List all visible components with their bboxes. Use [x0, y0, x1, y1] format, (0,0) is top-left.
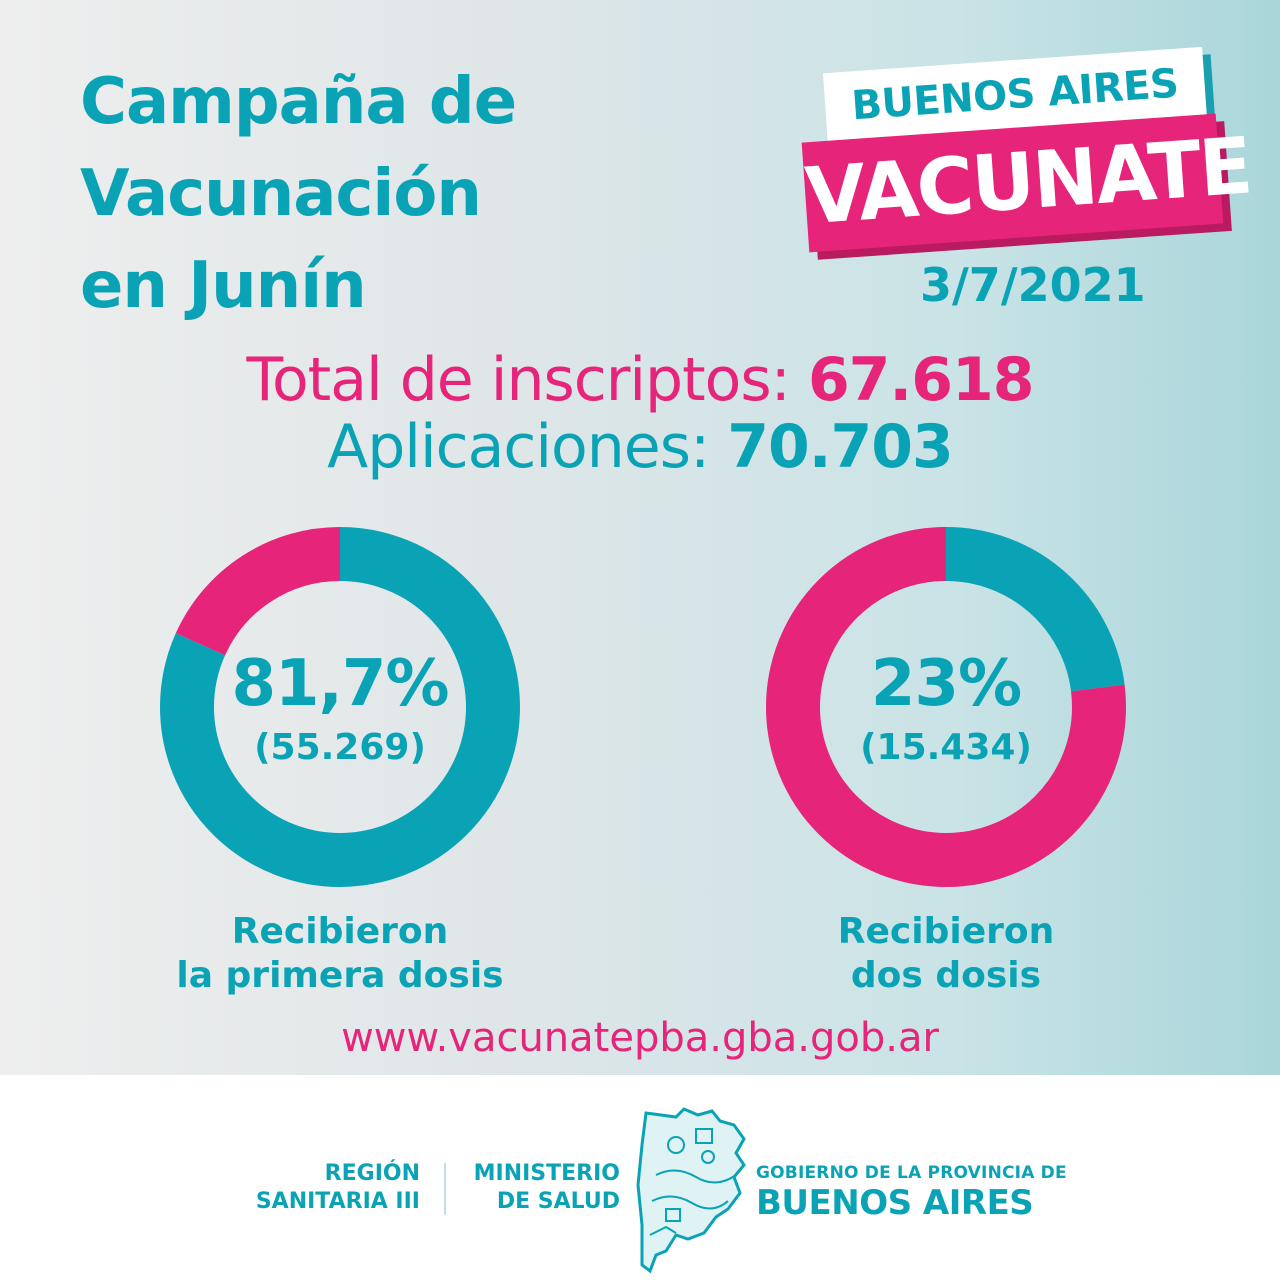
title-line-3: en Junín: [80, 249, 367, 323]
buenos-aires-label: BUENOS AIRES: [756, 1183, 1034, 1223]
caption-two-doses: Recibieron dos dosis: [726, 910, 1166, 998]
badge-bottom-text: VACUNATE: [802, 121, 1254, 243]
website-link[interactable]: www.vacunatepba.gba.gob.ar: [341, 1015, 939, 1061]
title-line-1: Campaña de: [80, 65, 517, 139]
region-line: SANITARIA III: [255, 1189, 420, 1214]
caption-line: la primera dosis: [176, 955, 504, 996]
donut-svg-first-dose: [160, 527, 520, 887]
title-line-2: Vacunación: [80, 157, 482, 231]
ministerio-line: MINISTERIO: [473, 1161, 620, 1186]
gobierno-provincia-label: GOBIERNO DE LA PROVINCIA DE: [756, 1163, 1067, 1183]
buenos-aires-province-map-icon: [636, 1107, 746, 1274]
caption-first-dose: Recibieron la primera dosis: [120, 910, 560, 998]
donut-svg-two-doses: [766, 527, 1126, 887]
donut-chart-two-doses: 23% (15.434): [766, 527, 1126, 887]
total-aplicaciones: Aplicaciones: 70.703: [0, 412, 1280, 482]
ministerio-label: MINISTERIO DE SALUD: [440, 1160, 620, 1216]
footer: REGIÓN SANITARIA III MINISTERIO DE SALUD…: [0, 1075, 1280, 1280]
infographic-panel: Campaña de Vacunación en Junín BUENOS AI…: [0, 0, 1280, 1075]
donut-count-label: (15.434): [860, 727, 1032, 768]
ministerio-line: DE SALUD: [496, 1189, 620, 1214]
caption-line: dos dosis: [850, 955, 1042, 996]
caption-line: Recibieron: [837, 911, 1055, 952]
donut-count-label: (55.269): [254, 727, 426, 768]
donut-slice-remainder: [160, 527, 520, 887]
region-sanitaria-label: REGIÓN SANITARIA III: [240, 1160, 420, 1216]
total-inscriptos: Total de inscriptos: 67.618: [0, 345, 1280, 415]
region-line: REGIÓN: [324, 1161, 420, 1186]
report-date: 3/7/2021: [920, 258, 1146, 312]
inscriptos-value: 67.618: [807, 345, 1035, 415]
donut-percent-label: 81,7%: [231, 647, 449, 721]
aplicaciones-label: Aplicaciones:: [327, 412, 710, 482]
aplicaciones-value: 70.703: [727, 412, 954, 482]
footer-divider: [444, 1163, 446, 1215]
vacunate-badge: BUENOS AIRES VACUNATE: [800, 46, 1254, 253]
inscriptos-label: Total de inscriptos:: [246, 345, 791, 415]
page-title: Campaña de Vacunación en Junín: [80, 56, 517, 332]
donut-percent-label: 23%: [870, 647, 1022, 721]
donut-chart-first-dose: 81,7% (55.269): [160, 527, 520, 887]
donut-slice-remainder: [766, 527, 1126, 887]
caption-line: Recibieron: [231, 911, 449, 952]
